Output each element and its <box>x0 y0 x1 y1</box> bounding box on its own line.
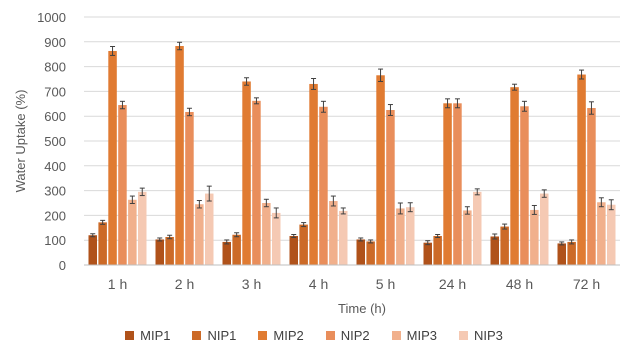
legend-item-nip3: NIP3 <box>458 327 503 343</box>
bar-mip2-2 <box>175 46 184 266</box>
legend-item-mip1: MIP1 <box>125 328 170 343</box>
bar-nip2-3 <box>252 100 261 265</box>
bar-mip1-7 <box>490 236 499 265</box>
legend-label: MIP2 <box>273 327 304 343</box>
bar-mip1-6 <box>423 242 432 265</box>
bar-nip2-5 <box>386 110 395 265</box>
x-tick-label: 4 h <box>309 276 328 292</box>
bar-nip3-3 <box>272 212 281 265</box>
bar-nip3-6 <box>473 191 482 265</box>
legend-label: NIP3 <box>473 327 503 343</box>
y-tick-label: 1000 <box>37 10 66 25</box>
y-tick-label: 700 <box>44 84 66 99</box>
bar-nip3-5 <box>406 207 415 265</box>
bar-mip1-2 <box>155 239 164 265</box>
y-tick-label: 300 <box>44 184 66 199</box>
bar-nip2-7 <box>520 106 529 265</box>
bar-mip2-3 <box>242 81 251 265</box>
bar-nip2-8 <box>587 108 596 266</box>
legend-item-mip3: MIP3 <box>391 327 437 343</box>
x-tick-label: 72 h <box>573 276 600 292</box>
x-tick-label: 3 h <box>242 276 261 292</box>
legend-swatch <box>391 330 401 340</box>
bar-mip2-4 <box>309 83 318 266</box>
gridlines <box>84 16 620 266</box>
x-axis: 1 h 2 h 3 h 4 h 5 h 24 h 48 h 72 h <box>84 264 620 292</box>
legend-label: MIP1 <box>140 327 171 343</box>
bar-nip2-6 <box>453 103 462 265</box>
bars <box>88 46 616 266</box>
y-tick-label: 0 <box>59 258 66 273</box>
bar-nip1-1 <box>98 222 107 265</box>
bar-nip3-1 <box>138 191 147 265</box>
bar-nip3-8 <box>607 204 616 265</box>
bar-mip3-5 <box>396 208 405 265</box>
bar-nip1-6 <box>433 235 442 265</box>
bar-nip2-1 <box>118 105 127 265</box>
bar-nip1-2 <box>165 236 174 265</box>
y-axis: 0 100 200 300 400 500 600 700 800 900 1000 <box>37 10 66 273</box>
bar-nip3-7 <box>540 193 549 265</box>
y-tick-label: 400 <box>44 159 66 174</box>
bar-nip1-7 <box>500 226 509 265</box>
bar-nip3-2 <box>205 193 214 265</box>
bar-mip1-5 <box>356 239 365 265</box>
bar-mip3-4 <box>329 201 338 265</box>
legend-swatch <box>258 330 268 340</box>
bar-mip3-7 <box>530 209 539 265</box>
y-tick-label: 600 <box>44 109 66 124</box>
x-tick-label: 48 h <box>506 276 533 292</box>
bar-mip2-6 <box>443 103 452 265</box>
bar-mip3-2 <box>195 204 204 265</box>
legend-label: NIP2 <box>340 327 370 343</box>
y-tick-label: 200 <box>44 208 66 223</box>
bar-nip2-2 <box>185 111 194 265</box>
bar-mip1-8 <box>557 243 566 265</box>
bar-mip1-4 <box>289 235 298 265</box>
bar-mip2-7 <box>510 87 519 266</box>
y-tick-label: 100 <box>44 233 66 248</box>
y-tick-label: 800 <box>44 60 66 75</box>
bar-mip3-6 <box>463 210 472 265</box>
bar-nip1-4 <box>299 224 308 265</box>
x-tick-label: 5 h <box>376 276 395 292</box>
legend-label: MIP3 <box>406 327 437 343</box>
bar-mip3-3 <box>262 203 271 265</box>
legend-swatch <box>325 330 335 340</box>
x-tick-label: 2 h <box>175 276 194 292</box>
bar-nip1-3 <box>232 234 241 265</box>
bar-mip3-1 <box>128 199 137 265</box>
legend-item-nip1: NIP1 <box>192 328 236 343</box>
bar-mip1-1 <box>88 235 97 265</box>
y-tick-label: 500 <box>44 134 66 149</box>
x-axis-title: Time (h) <box>338 301 386 316</box>
legend-swatch <box>458 330 468 340</box>
legend-item-mip2: MIP2 <box>258 327 304 343</box>
bar-mip2-1 <box>108 50 117 266</box>
error-bars <box>90 41 614 246</box>
bar-nip1-5 <box>366 241 375 265</box>
bar-nip1-8 <box>567 241 576 265</box>
legend-label: NIP1 <box>207 327 237 343</box>
y-tick-label: 900 <box>44 35 66 50</box>
y-axis-title: Water Uptake (%) <box>13 90 28 193</box>
bar-mip2-8 <box>577 74 586 265</box>
x-tick-label: 24 h <box>439 276 466 292</box>
bar-mip2-5 <box>376 75 385 265</box>
legend-item-nip2: NIP2 <box>325 327 370 343</box>
legend-swatch <box>125 330 135 340</box>
bar-nip2-4 <box>319 106 328 265</box>
bar-mip1-3 <box>222 241 231 265</box>
bar-mip3-8 <box>597 202 606 265</box>
legend-swatch <box>192 330 202 340</box>
legend: MIP1 NIP1 MIP2 NIP2 MIP3 NIP3 <box>0 324 628 346</box>
x-tick-label: 1 h <box>108 276 127 292</box>
bar-nip3-4 <box>339 210 348 265</box>
